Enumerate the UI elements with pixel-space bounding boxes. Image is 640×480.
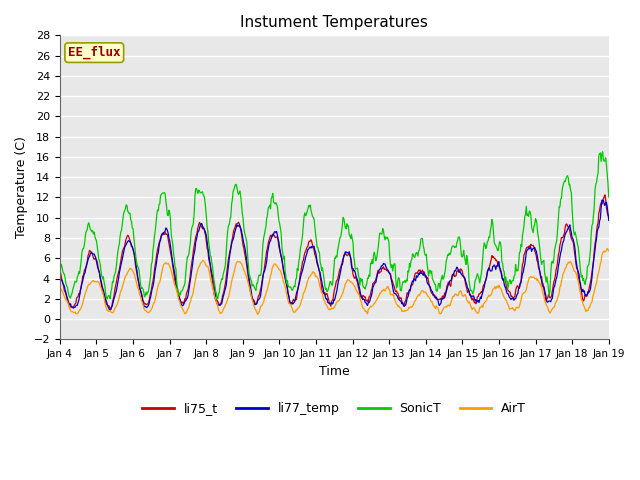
AirT	[253, 312, 261, 317]
AirT	[604, 245, 611, 251]
li77_temp	[598, 197, 605, 203]
li77_temp	[56, 273, 63, 279]
Y-axis label: Temperature (C): Temperature (C)	[15, 136, 28, 238]
AirT	[66, 305, 74, 311]
SonicT	[599, 149, 607, 155]
li77_temp	[418, 271, 426, 276]
li75_t	[66, 301, 74, 307]
Line: li75_t: li75_t	[60, 195, 609, 309]
SonicT	[56, 267, 63, 273]
X-axis label: Time: Time	[319, 365, 349, 378]
Line: SonicT: SonicT	[60, 152, 609, 299]
li75_t	[601, 192, 609, 198]
Legend: li75_t, li77_temp, SonicT, AirT: li75_t, li77_temp, SonicT, AirT	[138, 397, 531, 420]
li77_temp	[123, 240, 131, 246]
SonicT	[402, 280, 410, 286]
Line: AirT: AirT	[60, 248, 609, 314]
li75_t	[106, 306, 114, 312]
AirT	[402, 308, 410, 314]
li77_temp	[402, 302, 410, 308]
Line: li77_temp: li77_temp	[60, 200, 609, 310]
li77_temp	[605, 217, 612, 223]
SonicT	[123, 203, 131, 208]
li77_temp	[208, 270, 216, 276]
li75_t	[605, 214, 612, 219]
AirT	[207, 278, 215, 284]
AirT	[122, 272, 130, 278]
Text: EE_flux: EE_flux	[68, 46, 120, 60]
SonicT	[66, 294, 74, 300]
SonicT	[179, 287, 186, 293]
AirT	[56, 285, 63, 291]
SonicT	[208, 260, 216, 265]
li75_t	[56, 268, 63, 274]
li75_t	[123, 234, 131, 240]
li75_t	[402, 298, 410, 304]
li75_t	[179, 299, 186, 305]
li77_temp	[106, 307, 114, 313]
AirT	[178, 305, 186, 311]
li77_temp	[179, 303, 186, 309]
SonicT	[418, 236, 426, 241]
SonicT	[103, 296, 111, 302]
li75_t	[418, 269, 426, 275]
SonicT	[605, 194, 612, 200]
AirT	[605, 248, 612, 254]
li77_temp	[66, 301, 74, 307]
Title: Instument Temperatures: Instument Temperatures	[241, 15, 428, 30]
AirT	[418, 288, 426, 293]
li75_t	[208, 274, 216, 279]
